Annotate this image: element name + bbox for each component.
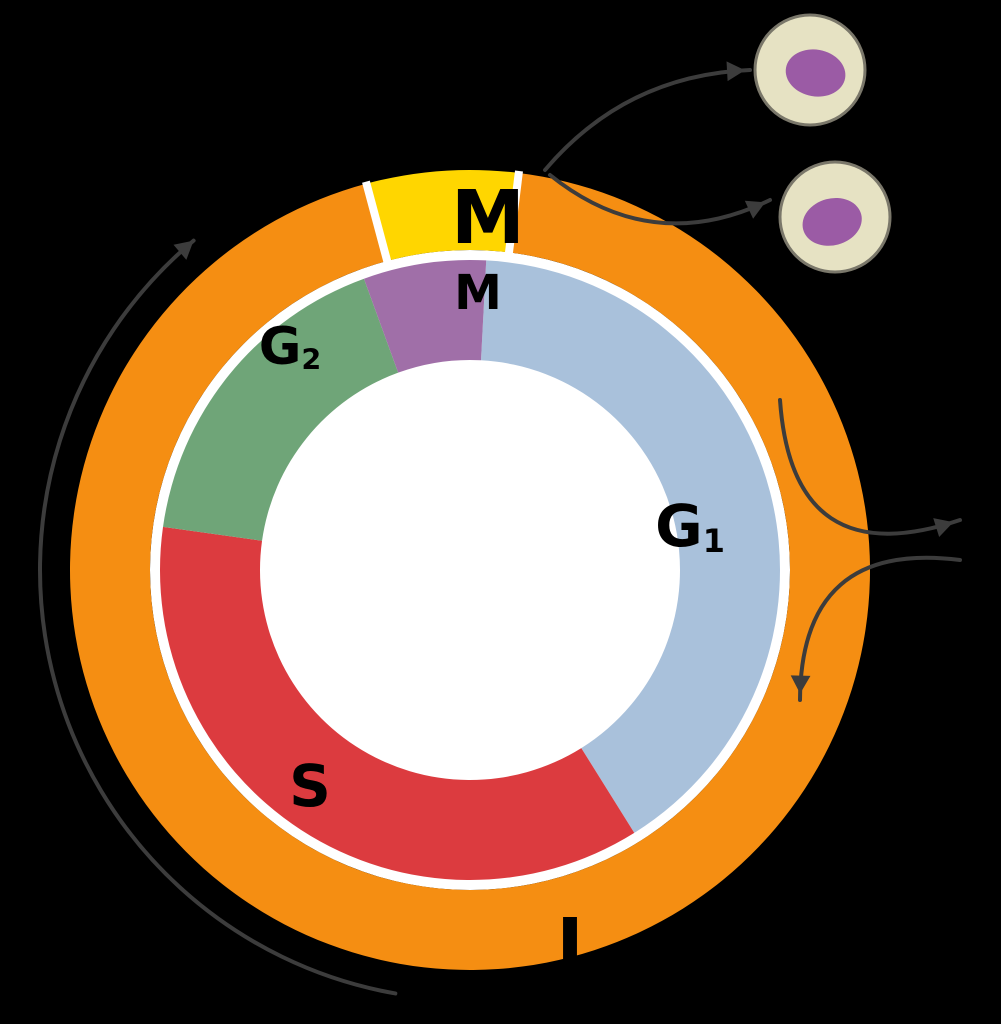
label-outer-M: M [451,175,525,261]
label-inner-S: S [289,752,331,820]
daughter-cell-1 [755,15,865,125]
label-outer-I: I [556,903,584,989]
label-inner-M: M [454,265,502,321]
daughter-cell-2 [780,162,890,272]
center-hole [260,360,680,780]
